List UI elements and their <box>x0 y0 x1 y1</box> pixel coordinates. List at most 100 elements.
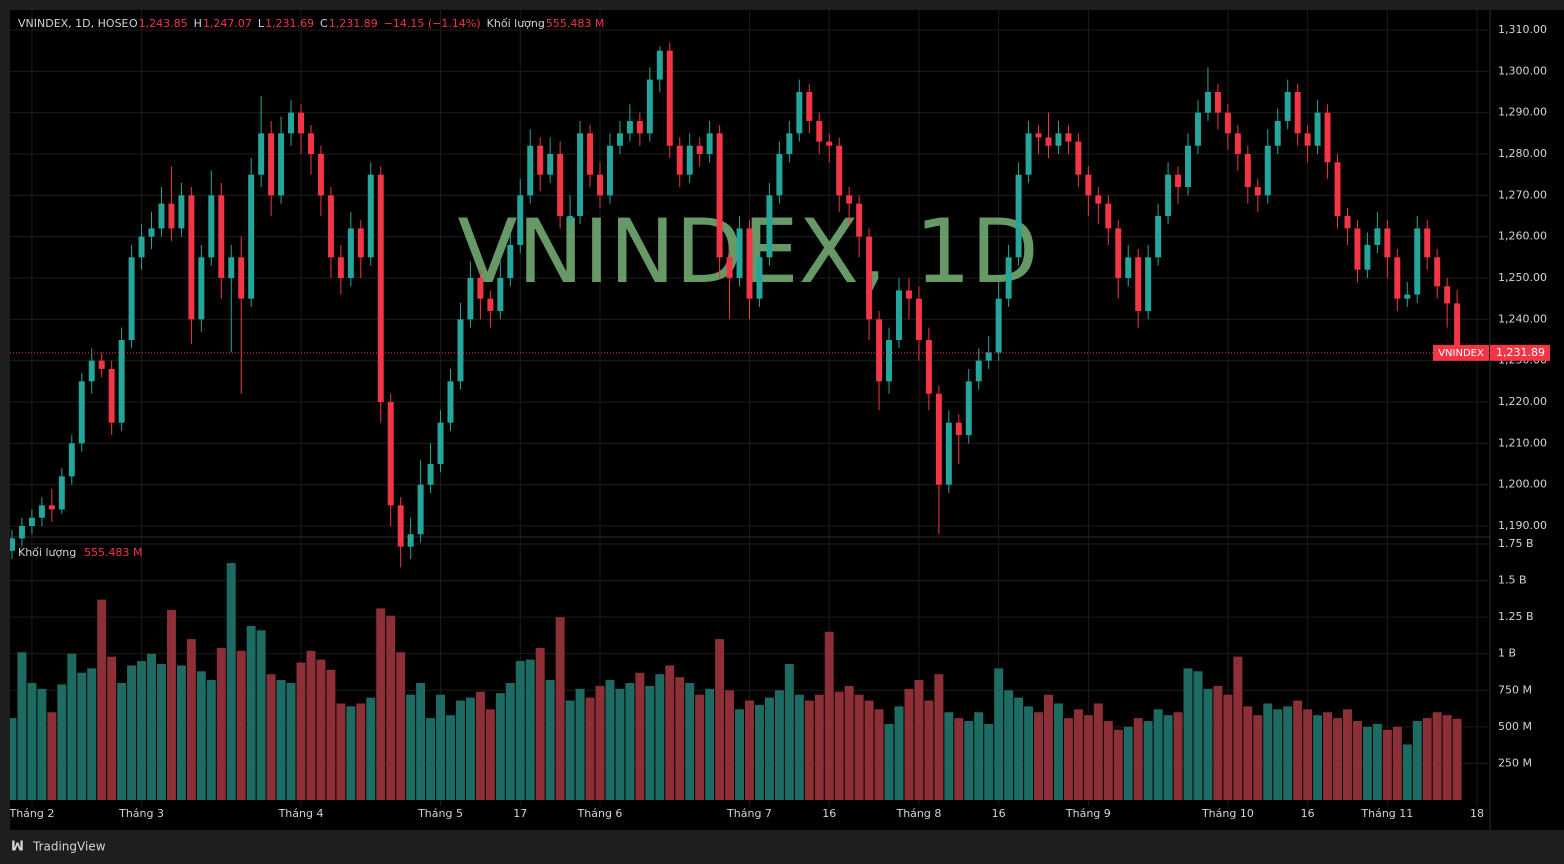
x-tick-label: 16 <box>1301 807 1315 820</box>
volume-bar <box>655 674 665 800</box>
x-tick-label: Tháng 4 <box>278 807 324 820</box>
volume-bar <box>1083 715 1093 800</box>
volume-bar <box>1173 712 1183 800</box>
candle-body <box>377 174 384 403</box>
legend-key: L <box>258 17 265 30</box>
candle-body <box>846 195 853 204</box>
candle-body <box>357 228 364 258</box>
volume-bar <box>1412 721 1422 800</box>
candle-body <box>168 203 175 229</box>
volume-bar <box>735 709 745 800</box>
candle-body <box>397 505 404 547</box>
candle-body <box>656 50 663 80</box>
volume-bar <box>147 653 156 800</box>
candle-body <box>567 216 574 221</box>
y2-tick-label: 1 B <box>1498 647 1516 660</box>
last-price-box <box>1490 344 1550 361</box>
volume-bar <box>156 663 166 800</box>
candle-body <box>965 381 972 436</box>
candle-body <box>268 133 275 196</box>
volume-bar <box>455 700 465 800</box>
volume-bar <box>525 659 535 800</box>
legend-change: −14.15 (−1.14%) <box>384 17 481 30</box>
volume-bar <box>794 694 804 800</box>
volume-bar <box>944 712 954 800</box>
y2-tick-label: 1.25 B <box>1498 610 1534 623</box>
volume-bar <box>166 609 176 800</box>
volume-bar <box>475 691 485 800</box>
candle-body <box>886 340 893 382</box>
volume-bar <box>605 680 615 800</box>
candle-body <box>636 120 643 134</box>
candle-body <box>1454 303 1461 353</box>
candle-body <box>896 290 902 341</box>
candle-body <box>417 484 424 535</box>
candle-body <box>1384 228 1391 258</box>
candle-body <box>188 195 195 320</box>
volume-bar <box>984 723 994 800</box>
axes: 1,190.001,200.001,210.001,220.001,230.00… <box>10 23 1550 820</box>
candle-body <box>38 505 45 518</box>
candle-body <box>1185 145 1192 188</box>
candle-body <box>1105 203 1112 229</box>
candle-body <box>786 133 793 155</box>
x-tick-label: Tháng 11 <box>1360 807 1413 820</box>
candle-body <box>1055 133 1062 146</box>
candle-body <box>776 154 783 196</box>
volume-bar <box>1303 709 1313 800</box>
volume-bar <box>864 700 874 800</box>
candle-body <box>1214 92 1221 113</box>
volume-bar <box>1044 694 1053 800</box>
y-tick-label: 1,200.00 <box>1498 478 1547 491</box>
volume-bar <box>675 677 685 800</box>
volume-bar <box>774 690 784 800</box>
x-tick-label: Tháng 9 <box>1065 807 1111 820</box>
volume-bar <box>1273 709 1283 800</box>
last-price-name-box <box>1433 344 1489 361</box>
volume-bar <box>824 631 834 800</box>
legend-key: O <box>129 17 138 30</box>
legend: O 1,243.85 H 1,247.07 L 1,231.69 C 1,231.89 −14.… <box>129 17 604 30</box>
volume-bar <box>725 690 735 800</box>
volume-bar <box>894 706 904 800</box>
volume-bar <box>665 665 675 800</box>
volume-bar <box>1323 712 1333 800</box>
legend-value: 1,231.69 <box>265 17 314 30</box>
x-tick-label: 16 <box>992 807 1006 820</box>
candle-body <box>88 360 95 382</box>
candle-body <box>935 393 942 485</box>
candle-body <box>1324 112 1331 163</box>
candle-body <box>1364 244 1371 270</box>
footer-logo: ꟽ <box>11 840 24 855</box>
candle-body <box>497 278 504 312</box>
candle-body <box>915 298 922 341</box>
volume-bar <box>1362 726 1372 800</box>
volume-bar <box>10 718 17 800</box>
x-axis-labels: Tháng 2 Tháng 3 Tháng 4 Tháng 5 17 Tháng 6 Thá… <box>10 807 1484 820</box>
candle-body <box>1344 216 1351 229</box>
volume-bar <box>256 630 266 800</box>
last-price-name: VNINDEX <box>1438 348 1484 359</box>
candle-body <box>1334 162 1341 217</box>
candle-body <box>198 257 205 320</box>
candle-body <box>666 50 673 146</box>
candle-body <box>10 538 15 551</box>
candle-body <box>1115 228 1122 279</box>
candle-body <box>1284 92 1291 121</box>
volume-bar <box>1442 715 1452 800</box>
candle-body <box>696 145 703 155</box>
candle-body <box>437 422 444 465</box>
candle-body <box>228 257 235 279</box>
candle-body <box>726 257 733 279</box>
volume-bar <box>286 682 296 800</box>
candle-body <box>1424 228 1431 258</box>
volume-bar <box>1243 706 1253 800</box>
volume-bar <box>1183 668 1193 800</box>
candle-body <box>1234 133 1241 155</box>
candle-body <box>507 244 514 279</box>
candle-body <box>826 141 833 146</box>
candle-body <box>766 195 773 258</box>
candle-body <box>597 174 603 196</box>
volume-bar <box>1422 718 1432 800</box>
